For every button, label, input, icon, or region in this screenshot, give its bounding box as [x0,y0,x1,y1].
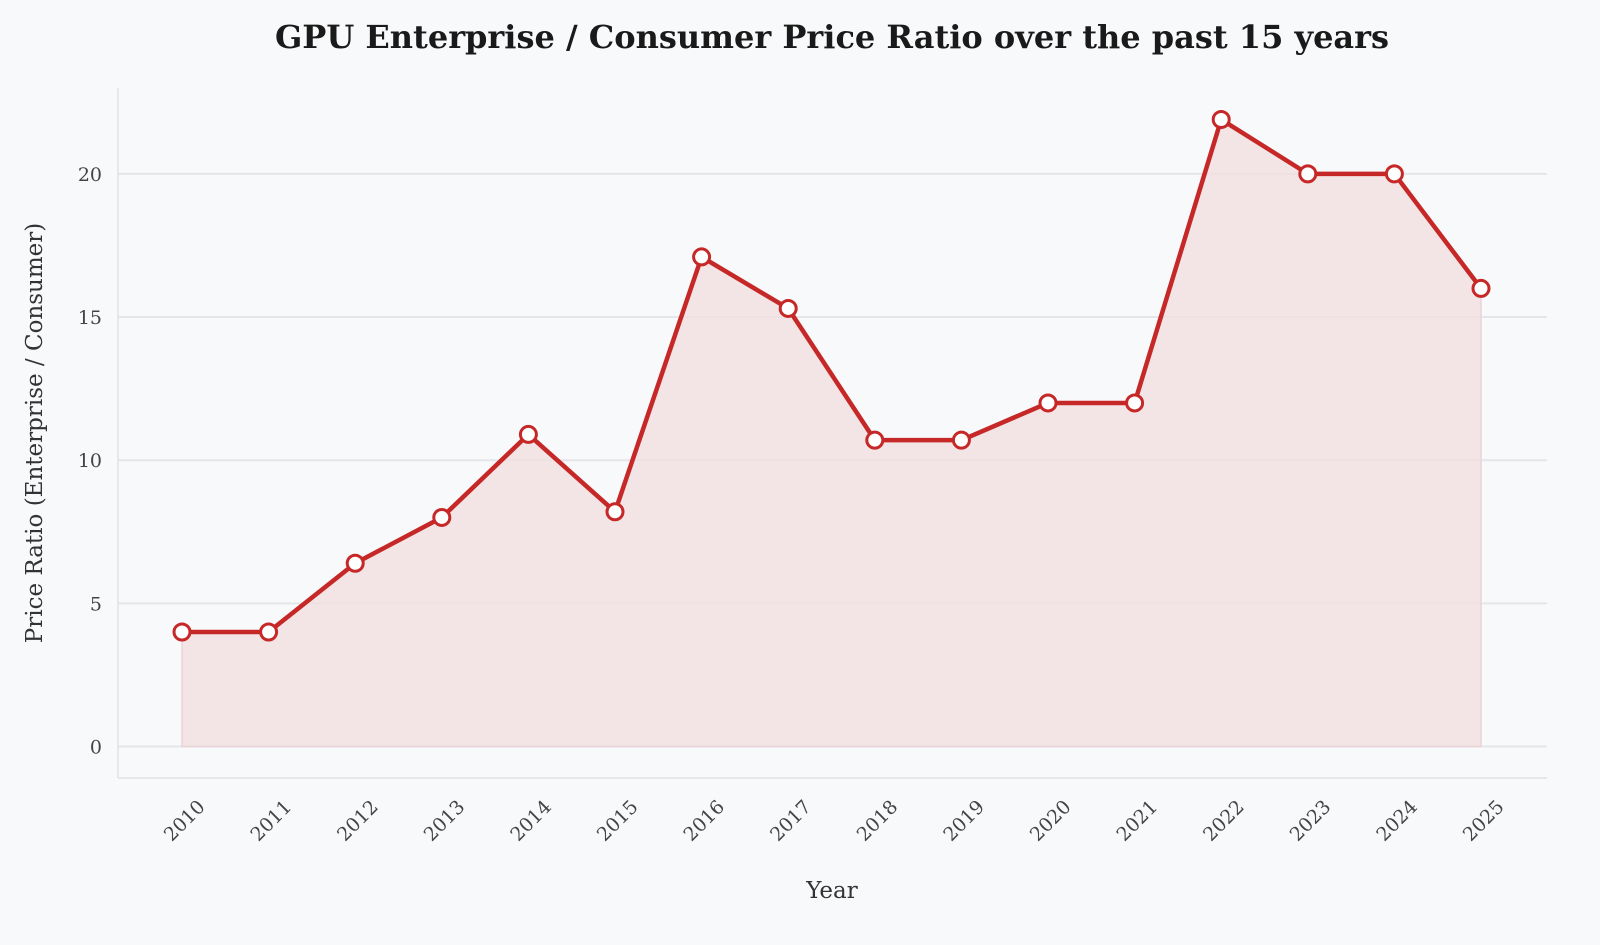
y-tick-label: 15 [78,307,102,329]
data-point [865,430,885,450]
area-path [181,118,1482,748]
x-tick-labels: 2010 2011 2012 2013 2014 2015 2016 2017 2018 2019… [160,796,1509,846]
y-tick-label: 10 [78,450,102,472]
x-tick-label: 2015 [593,796,643,846]
x-tick-label: 2022 [1199,796,1249,846]
x-tick-label: 2025 [1459,796,1509,846]
x-axis-label: Year [805,878,858,904]
x-tick-label: 2023 [1286,796,1336,846]
data-point [1298,164,1318,184]
data-point [692,247,712,267]
y-tick-labels: 0 5 10 15 20 [78,164,102,759]
series-line [182,117,1483,635]
x-tick-label: 2018 [853,796,903,846]
data-point [951,430,971,450]
data-point [1384,164,1404,184]
x-tick-label: 2013 [420,796,470,846]
x-tick-label: 2010 [160,796,210,846]
area-fill [181,118,1482,748]
y-tick-label: 0 [90,737,102,759]
data-point [259,622,279,642]
x-tick-label: 2020 [1026,796,1076,846]
data-point [1471,278,1491,298]
y-tick-label: 5 [90,593,102,615]
x-tick-label: 2011 [246,796,296,846]
data-point [1211,109,1231,129]
y-axis-label: Price Ratio (Enterprise / Consumer) [22,223,48,644]
x-tick-label: 2016 [679,796,729,846]
x-tick-label: 2017 [766,796,816,846]
chart-title: GPU Enterprise / Consumer Price Ratio ov… [275,18,1389,56]
data-point [605,502,625,522]
data-point [345,553,365,573]
series [172,109,1491,642]
x-tick-label: 2014 [506,796,556,846]
x-tick-label: 2021 [1112,796,1162,846]
data-point [518,424,538,444]
y-tick-label: 20 [78,164,102,186]
data-point [432,507,452,527]
data-point [172,622,192,642]
data-point [778,298,798,318]
data-point [1125,393,1145,413]
x-tick-label: 2012 [333,796,383,846]
x-tick-label: 2019 [939,796,989,846]
data-point [1038,393,1058,413]
x-tick-label: 2024 [1372,796,1422,846]
